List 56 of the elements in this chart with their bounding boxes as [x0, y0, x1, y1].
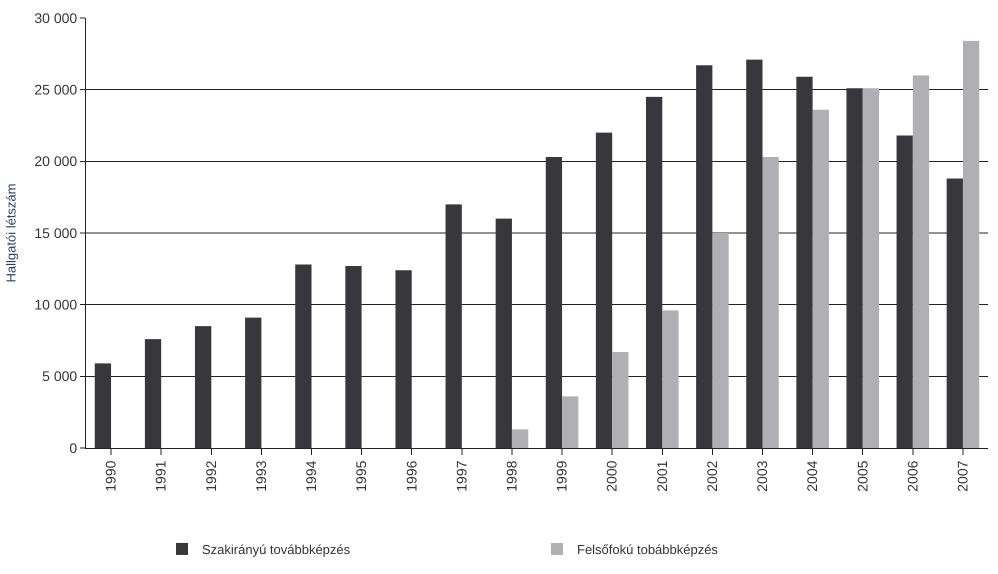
bar	[896, 136, 913, 448]
bar	[712, 233, 729, 448]
x-tick-label: 2007	[954, 460, 970, 492]
x-tick-label: 1991	[152, 460, 169, 492]
x-tick-label: 1998	[503, 460, 520, 492]
bar	[612, 352, 628, 448]
bar	[295, 264, 312, 448]
bar	[912, 75, 930, 448]
y-tick-label: 30 000	[34, 10, 78, 26]
x-tick-label: 2006	[904, 460, 920, 492]
bar	[144, 339, 162, 448]
y-tick-label: 25 000	[34, 82, 78, 98]
bar	[345, 266, 362, 448]
y-tick-label: 0	[69, 440, 78, 456]
y-axis-title: Hallgatói létszám	[3, 184, 18, 282]
x-tick-label: 2002	[704, 460, 720, 492]
x-tick-label: 1997	[453, 460, 470, 492]
bar	[696, 65, 712, 448]
bar	[812, 110, 829, 448]
bar	[512, 429, 528, 448]
bar	[546, 157, 562, 448]
x-tick-label: 1992	[202, 460, 219, 492]
x-tick-label: 1996	[403, 460, 420, 492]
bar	[796, 76, 813, 448]
bar	[846, 88, 863, 448]
bar	[596, 132, 612, 448]
x-tick-label: 2005	[854, 460, 870, 492]
bar	[446, 204, 462, 448]
bar	[762, 157, 779, 448]
y-tick-label: 15 000	[34, 224, 78, 241]
x-tick-label: 1990	[102, 460, 119, 492]
y-tick-label: 20 000	[34, 153, 78, 170]
legend-label: Felsőfokú tobábbképzés	[577, 542, 718, 558]
bar	[94, 363, 112, 448]
bar	[194, 326, 212, 448]
bar	[946, 178, 963, 448]
bar	[646, 96, 662, 448]
bar	[662, 310, 679, 448]
x-tick-label: 1995	[353, 460, 370, 492]
x-tick-label: 1994	[303, 460, 320, 492]
x-tick-label: 2000	[604, 460, 620, 492]
x-tick-label: 2001	[654, 460, 670, 492]
y-tick-label: 10 000	[34, 296, 78, 313]
y-tick-label: 5 000	[42, 368, 78, 384]
legend-label: Szakirányú továbbképzés	[202, 542, 351, 558]
bar	[245, 318, 262, 448]
x-tick-label: 2003	[754, 460, 770, 492]
bar	[962, 40, 980, 448]
x-tick-label: 2004	[804, 460, 820, 492]
x-tick-label: 1999	[554, 460, 570, 492]
bar	[862, 88, 880, 448]
bar	[496, 218, 512, 448]
x-tick-label: 1993	[252, 460, 269, 492]
bar	[746, 60, 762, 448]
bar	[395, 270, 412, 448]
bar	[562, 396, 578, 448]
